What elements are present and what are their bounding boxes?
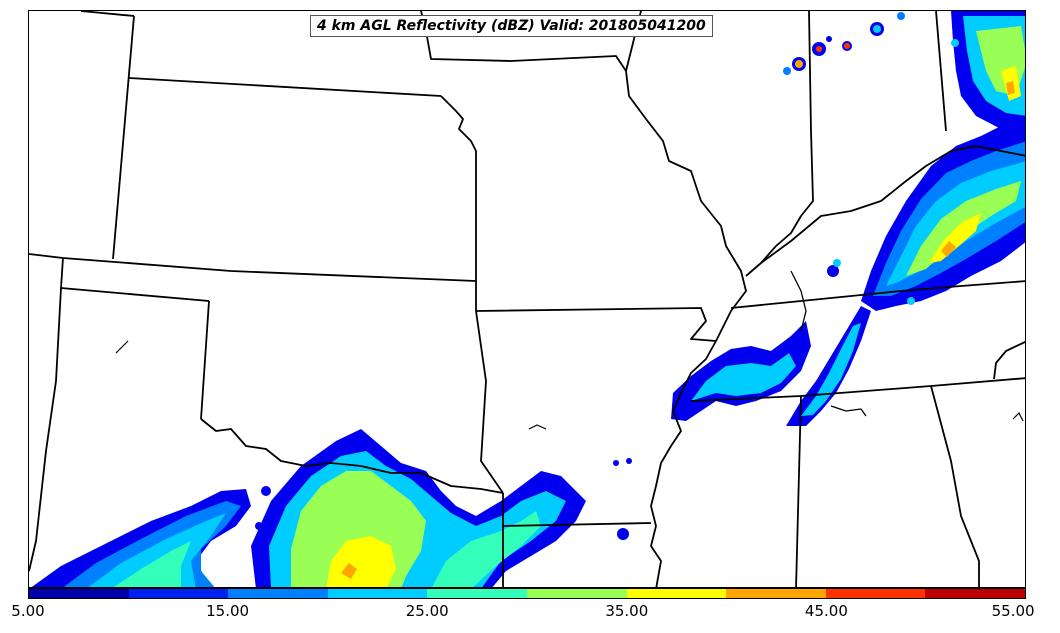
reflectivity-field-southwest	[31, 489, 251, 587]
boundary-ok-ar	[475, 310, 504, 494]
echo-aqua-east	[432, 511, 541, 587]
colorbar-tick-label: 15.00	[206, 602, 250, 620]
cell	[617, 528, 629, 540]
boundary-il-ky-river	[745, 145, 1025, 277]
boundary-ne-ks	[128, 77, 442, 97]
cell	[833, 259, 841, 267]
boundary-ar-la	[502, 522, 652, 527]
boundary-il-in	[745, 11, 814, 277]
boundary-mo-il-river	[625, 70, 747, 342]
colorbar-tick-label: 25.00	[405, 602, 449, 620]
cell	[261, 486, 271, 496]
lake-outlines	[115, 340, 1024, 430]
cell	[951, 39, 959, 47]
colorbar-segment	[228, 589, 328, 598]
colorbar-segment	[825, 589, 926, 598]
colorbar-segment	[29, 589, 129, 598]
cell	[783, 67, 791, 75]
echo-orange	[341, 563, 357, 579]
cell	[897, 12, 905, 20]
boundary-tn-ms	[690, 377, 1025, 402]
colorbar-segment	[526, 589, 627, 598]
boundary-ks-mo	[440, 95, 477, 311]
map-frame	[28, 10, 1026, 588]
boundary-co-west	[112, 15, 135, 260]
colorbar-segment	[626, 589, 727, 598]
lake-pickwick	[830, 405, 867, 417]
cell	[907, 297, 915, 305]
cell	[873, 25, 881, 33]
colorbar-tick-label: 45.00	[804, 602, 848, 620]
boundary-ok-tx-river	[200, 418, 504, 494]
echo-arklatex-cyan	[691, 353, 796, 401]
boundary-nm-tx	[200, 300, 210, 420]
cell	[255, 522, 263, 530]
colorbar-tick-label: 35.00	[605, 602, 649, 620]
boundary-al-ga	[930, 385, 980, 587]
cell	[816, 46, 822, 52]
reflectivity-cells-illinois	[255, 12, 959, 540]
lake-nm	[115, 340, 129, 354]
lake-texoma	[528, 424, 547, 430]
colorbar-segment	[726, 589, 826, 598]
boundary-wy-ne	[80, 11, 135, 17]
boundary-ms-al	[795, 395, 802, 587]
river-tennessee	[790, 270, 807, 332]
colorbar-segment	[925, 589, 1025, 598]
echo-band-core	[114, 541, 191, 587]
boundary-tn-nc	[993, 340, 1025, 380]
echo-band-inner	[88, 513, 226, 587]
cell	[844, 43, 850, 49]
colorbar-tick-label: 5.00	[11, 602, 45, 620]
map-title: 4 km AGL Reflectivity (dBZ) Valid: 20180…	[310, 15, 713, 37]
reflectivity-field-south-central	[251, 429, 586, 587]
echo-tennessee-cyan	[801, 323, 861, 416]
reflectivity-field-ohio-valley	[861, 11, 1025, 311]
boundary-ar-ms-river	[650, 340, 717, 587]
boundary-in-oh	[935, 11, 947, 132]
reflectivity-field-mid-south	[671, 306, 871, 426]
state-boundaries	[29, 11, 1025, 587]
boundary-mo-ar	[475, 307, 717, 342]
cell	[626, 458, 632, 464]
echo-ohio-orange	[941, 241, 956, 257]
colorbar-segment	[128, 589, 229, 598]
colorbar-segment	[327, 589, 428, 598]
boundary-tx-west	[29, 287, 62, 572]
reflectivity-map	[29, 11, 1025, 587]
cell	[613, 460, 619, 466]
colorbar	[28, 588, 1026, 599]
boundary-ks-ok	[29, 253, 477, 282]
colorbar-tick-label: 55.00	[991, 602, 1035, 620]
cell	[827, 265, 839, 277]
cell	[826, 36, 832, 42]
echo-band-mid	[63, 501, 241, 587]
lake-georgia	[1012, 411, 1024, 422]
cell	[795, 60, 803, 68]
echo-northeast-orange	[1006, 81, 1015, 95]
boundary-ky-tn	[730, 280, 1025, 309]
colorbar-segment	[427, 589, 527, 598]
